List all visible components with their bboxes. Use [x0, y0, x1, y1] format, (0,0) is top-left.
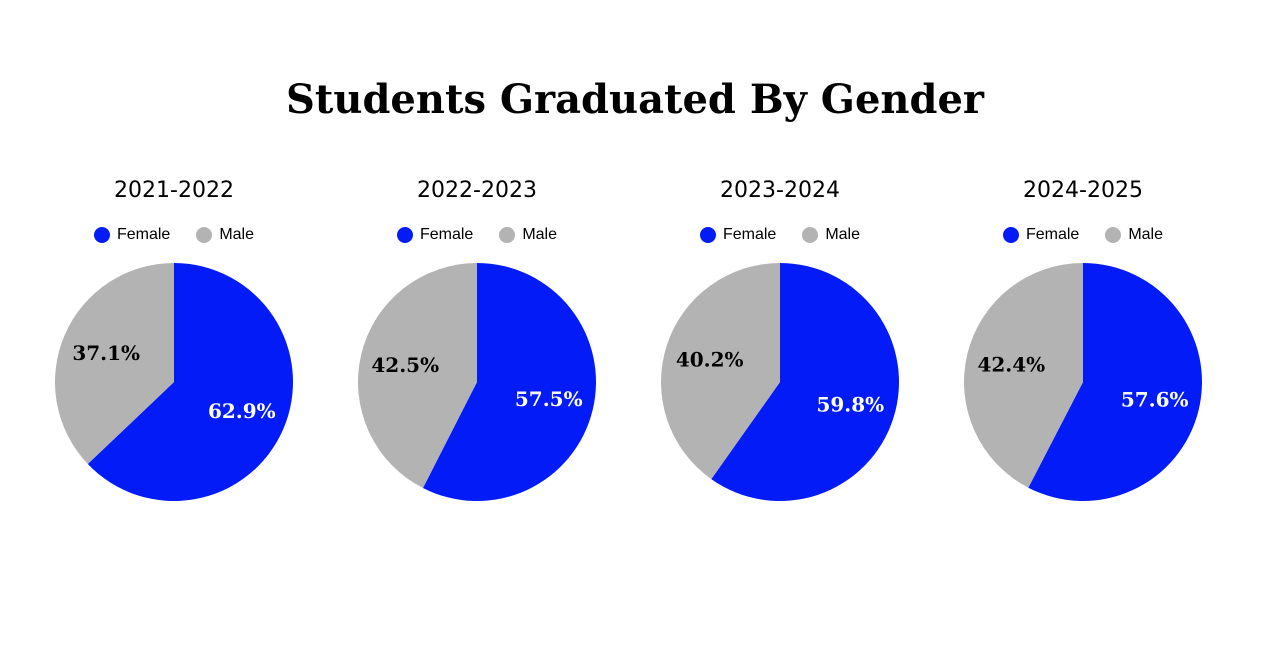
slice-label-female: 62.9% [208, 399, 276, 423]
legend-item-female[interactable]: Female [93, 226, 171, 244]
pie-plot: 59.8% 40.2% [661, 263, 899, 501]
pie-chart-2024-2025: 2024-2025 Female Male 57.6% 42.4% [933, 170, 1233, 510]
male-swatch-icon [1105, 227, 1122, 243]
pie-slice-male[interactable] [54, 263, 174, 465]
chart-title: 2024-2025 [1023, 178, 1143, 203]
legend-label-female: Female [722, 226, 777, 243]
legend-label-female: Female [116, 226, 171, 243]
pie-chart-2022-2023: 2022-2023 Female Male 57.5% 42.5% [327, 170, 627, 510]
pie-slice-male[interactable] [358, 263, 477, 489]
chart-title: 2022-2023 [417, 178, 537, 203]
legend-item-female[interactable]: Female [1002, 226, 1080, 244]
chart-legend: Female Male [630, 226, 930, 244]
chart-title: 2023-2024 [720, 178, 840, 203]
slice-label-female: 59.8% [816, 392, 884, 416]
pie-slice-male[interactable] [964, 263, 1083, 488]
female-swatch-icon [699, 227, 716, 243]
pie-slice-female[interactable] [422, 263, 596, 501]
pie-slice-female[interactable] [1028, 263, 1202, 501]
legend-label-male: Male [219, 226, 255, 243]
male-swatch-icon [499, 227, 516, 243]
legend-label-male: Male [825, 226, 861, 243]
legend-item-female[interactable]: Female [396, 226, 474, 244]
male-swatch-icon [802, 227, 819, 243]
pie-slice-female[interactable] [87, 263, 293, 501]
legend-item-male[interactable]: Male [499, 226, 557, 244]
slice-label-male: 37.1% [72, 341, 140, 365]
pie-plot: 57.5% 42.5% [358, 263, 596, 501]
legend-label-female: Female [1025, 226, 1080, 243]
chart-legend: Female Male [24, 226, 324, 244]
legend-label-male: Male [522, 226, 558, 243]
pie-chart-2023-2024: 2023-2024 Female Male 59.8% 40.2% [630, 170, 930, 510]
chart-legend: Female Male [933, 226, 1233, 244]
female-swatch-icon [396, 227, 413, 243]
legend-label-male: Male [1128, 226, 1164, 243]
pie-plot: 57.6% 42.4% [964, 263, 1202, 501]
male-swatch-icon [196, 227, 213, 243]
pie-slice-male[interactable] [661, 263, 780, 480]
female-swatch-icon [1002, 227, 1019, 243]
legend-item-female[interactable]: Female [699, 226, 777, 244]
pie-slice-female[interactable] [711, 263, 899, 501]
chart-legend: Female Male [327, 226, 627, 244]
chart-title: 2021-2022 [114, 178, 234, 203]
slice-label-male: 42.5% [371, 353, 439, 377]
slice-label-female: 57.5% [515, 387, 583, 411]
legend-label-female: Female [419, 226, 474, 243]
pie-chart-2021-2022: 2021-2022 Female Male 62.9% 37.1% [24, 170, 324, 510]
legend-item-male[interactable]: Male [1105, 226, 1163, 244]
slice-label-male: 40.2% [676, 348, 744, 372]
slice-label-female: 57.6% [1121, 387, 1189, 411]
page-title: Students Graduated By Gender [286, 76, 984, 123]
pie-plot: 62.9% 37.1% [54, 263, 293, 501]
slice-label-male: 42.4% [977, 353, 1045, 377]
legend-item-male[interactable]: Male [802, 226, 860, 244]
legend-item-male[interactable]: Male [196, 226, 254, 244]
female-swatch-icon [93, 227, 110, 243]
